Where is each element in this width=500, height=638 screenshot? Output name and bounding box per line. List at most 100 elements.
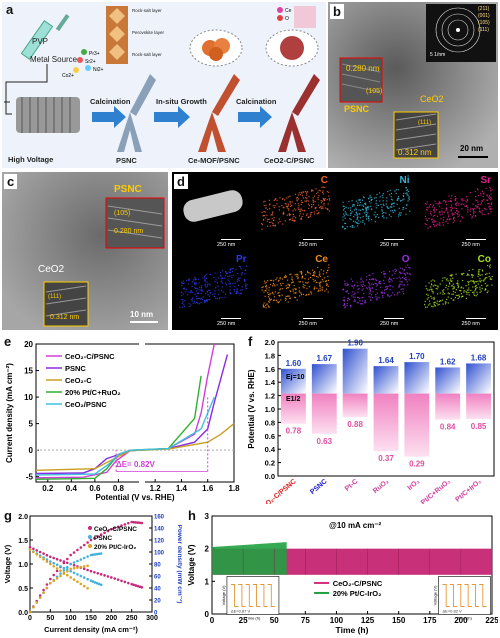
voltage-point <box>28 545 32 549</box>
metal-source-label: Metal Source <box>30 55 78 64</box>
voltage-point <box>69 569 72 573</box>
x-tick-label: 75 <box>301 616 310 625</box>
plot-frame <box>35 343 235 483</box>
series-line <box>35 396 215 476</box>
x-tick-label: 1.8 <box>228 484 240 493</box>
x-tick-label: 0.2 <box>42 484 54 493</box>
voltage-point <box>45 558 49 561</box>
voltage-point <box>72 571 76 575</box>
syringe-icon <box>20 14 70 60</box>
panel-g: 2.0 1.5 1.0 0.5 0.0 160 140 120 100 80 60 40 20 0 0 50 1… <box>2 508 182 636</box>
voltage-point <box>42 552 45 555</box>
legend-swatch <box>88 526 92 530</box>
power-point <box>79 546 83 549</box>
voltage-point <box>65 561 69 565</box>
scale-label: 10 nm <box>130 310 154 319</box>
eds-map-o: O 250 nm <box>336 252 416 329</box>
series-band-ptc <box>212 542 287 575</box>
power-point <box>97 552 101 556</box>
y2-tick-label: 40 <box>154 587 161 593</box>
voltage-point <box>138 585 142 589</box>
product-ceo2: CeO2-C/PSNC <box>264 156 315 165</box>
voltage-point <box>38 555 42 559</box>
panel-label-f: f <box>248 334 253 349</box>
ion-legend: Pr3+ Sr2+ Ni2+ Co2+ <box>62 49 104 79</box>
electrospinning-drum-icon <box>4 64 80 133</box>
voltage-point <box>52 564 56 568</box>
power-point <box>49 581 52 585</box>
ej-label: Ej=10 <box>286 374 305 381</box>
eds-scale-label: 250 nm <box>217 321 236 327</box>
power-point <box>86 541 89 544</box>
power-point <box>38 596 42 599</box>
voltage-point <box>140 586 144 589</box>
y-tick-label: 1.5 <box>18 538 28 545</box>
power-point <box>42 588 45 592</box>
voltage-point <box>113 577 117 580</box>
inset-y-label: Voltage (V) <box>221 585 226 605</box>
voltage-point <box>134 584 138 587</box>
power-point <box>72 561 76 564</box>
bar-e12 <box>373 393 399 452</box>
y2-tick-label: 120 <box>154 539 165 545</box>
axis-break <box>139 340 145 348</box>
eds-element-label: O <box>401 254 410 265</box>
y-tick-label: 2.0 <box>265 338 275 347</box>
power-point <box>106 529 110 533</box>
category-label: CeO₂-C/PSNC <box>258 478 298 504</box>
scale-bar <box>302 317 323 319</box>
voltage-point <box>59 569 62 573</box>
y2-axis-label: Power density (mW cm⁻²) <box>176 525 182 604</box>
y-tick-label: 0 <box>29 446 34 455</box>
power-point <box>79 558 83 561</box>
power-point <box>76 548 79 552</box>
voltage-point <box>91 580 95 583</box>
inset-curve <box>230 584 275 607</box>
y-tick-label: 0.5 <box>18 586 28 593</box>
x-tick-label: 150 <box>85 615 97 622</box>
power-point <box>86 555 89 558</box>
category-label: RuO₂ <box>372 478 390 495</box>
y-tick-label: 1.4 <box>265 378 276 387</box>
svg-text:Sr2+: Sr2+ <box>85 59 96 65</box>
x-tick-label: 1.6 <box>202 484 214 493</box>
legend-label: CeO₂-C/PSNC <box>333 579 383 588</box>
value-label-top: 1.60 <box>286 359 302 368</box>
x-tick-label: 125 <box>361 616 375 625</box>
panel-d: 250 nm C 250 nm Ni 250 nm Sr 250 nm Pr 250 nm Ce 2… <box>172 172 498 330</box>
power-point <box>99 533 103 536</box>
power-point <box>52 579 56 583</box>
step-3-label: Calcination <box>236 97 277 106</box>
x-axis-label: Time (h) <box>336 625 369 635</box>
y-tick-label: 1 <box>205 577 210 586</box>
value-label-top: 1.64 <box>378 356 394 365</box>
value-label-bottom: 0.78 <box>286 427 302 436</box>
power-point <box>45 583 49 586</box>
psnc-label: PSNC <box>114 184 142 195</box>
y-tick-label: 10 <box>24 393 33 402</box>
axis-break <box>139 478 145 486</box>
y-tick-label: 3 <box>205 512 210 521</box>
svg-text:Pr3+: Pr3+ <box>89 51 100 57</box>
voltage-point <box>49 555 52 559</box>
y-tick-label: 1.6 <box>265 365 275 374</box>
voltage-point <box>32 550 35 554</box>
voltage-point <box>62 566 66 570</box>
voltage-point <box>76 580 79 584</box>
voltage-point <box>35 549 39 552</box>
voltage-point <box>45 560 49 563</box>
panel-e: 20 15 10 5 0 -5 0.2 0.4 0.6 0.8 1.2 1.4 1.6 1.8 Potent… <box>2 334 240 504</box>
eds-element-label: C <box>320 175 328 186</box>
legend-label: PSNC <box>65 364 86 373</box>
haadf-fiber <box>183 190 243 222</box>
hkl-2: (111) <box>418 120 432 126</box>
power-point <box>76 559 79 563</box>
value-label-bottom: 0.29 <box>409 460 425 469</box>
x-tick-label: 100 <box>65 615 77 622</box>
scale-bar <box>384 238 404 240</box>
legend-label: CeO₂/PSNC <box>65 400 107 409</box>
voltage-point <box>55 557 59 561</box>
power-point <box>65 565 69 569</box>
